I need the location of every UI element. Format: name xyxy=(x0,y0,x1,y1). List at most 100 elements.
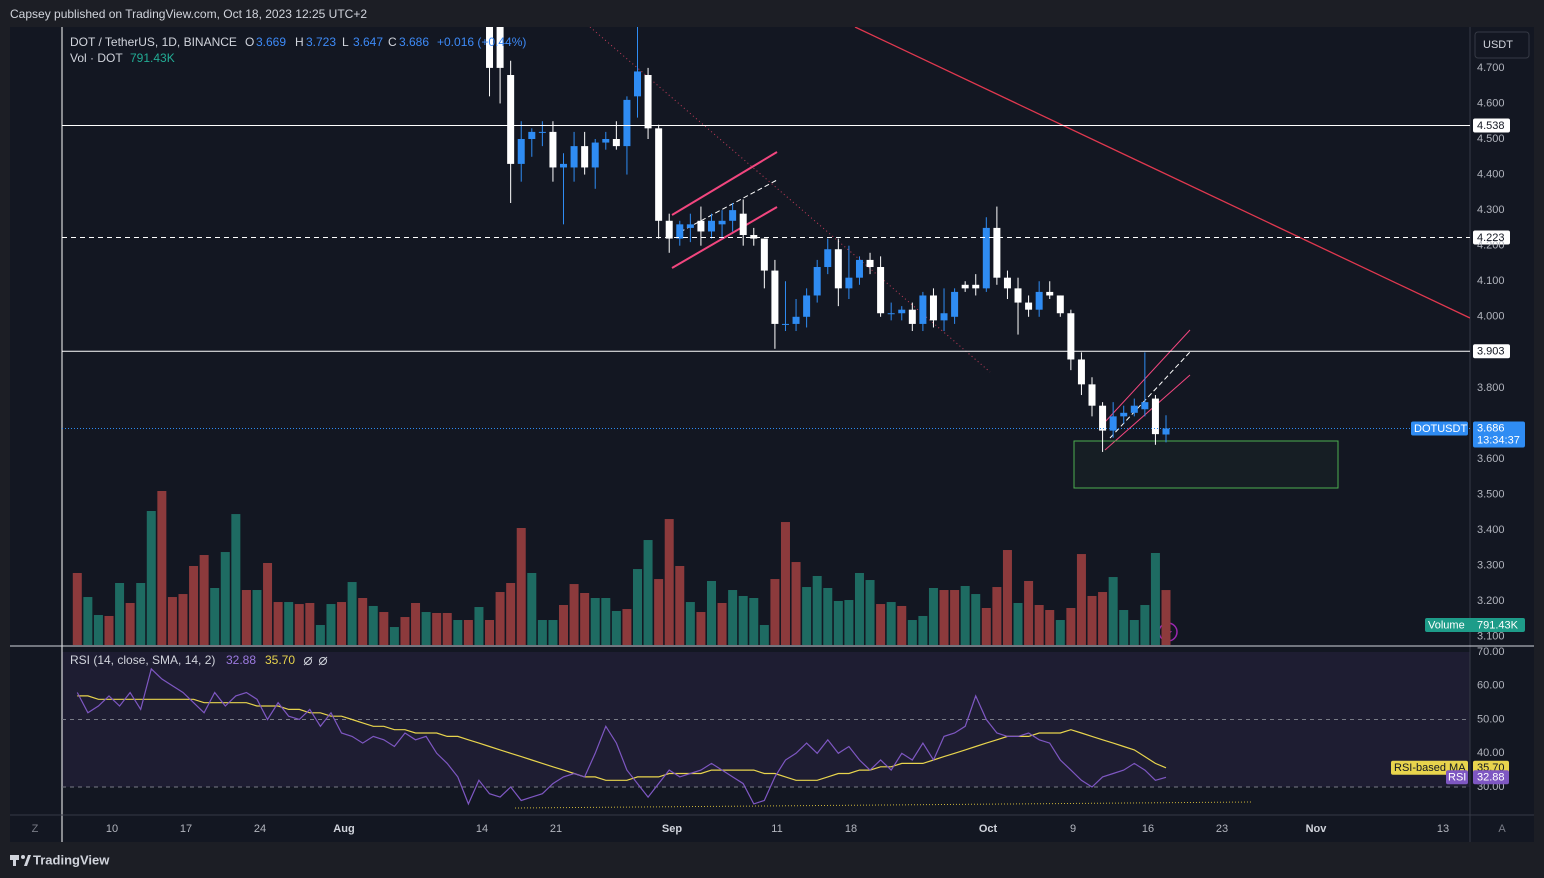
volume-bar xyxy=(664,519,674,645)
y-tick-label: 3.400 xyxy=(1477,524,1505,536)
x-tick-label: Sep xyxy=(662,823,682,835)
ohlc-letter: H xyxy=(295,35,304,49)
volume-bar xyxy=(263,563,273,645)
volume-bar xyxy=(421,612,431,645)
candle-body xyxy=(855,259,863,278)
volume-bar xyxy=(485,620,495,645)
candle-body xyxy=(549,131,557,168)
log-button[interactable]: Z xyxy=(32,823,39,835)
volume-bar xyxy=(823,587,833,645)
rsi-tick-label: 70.00 xyxy=(1477,646,1505,658)
level-label: 3.903 xyxy=(1477,346,1505,358)
y-tick-label: 4.300 xyxy=(1477,204,1505,216)
volume-bar xyxy=(950,590,960,645)
candle-body xyxy=(697,220,705,232)
volume-bar xyxy=(220,552,230,645)
volume-bar xyxy=(601,597,611,645)
volume-bar xyxy=(305,602,315,645)
candle-body xyxy=(686,224,694,228)
volume-bar xyxy=(971,594,981,645)
volume-bar xyxy=(717,602,727,645)
candle-body xyxy=(528,131,536,140)
candle-body xyxy=(877,267,885,314)
candle-body xyxy=(496,27,504,68)
volume-bar xyxy=(770,579,780,645)
volume-bar xyxy=(844,600,854,645)
volume-tag-name: Volume xyxy=(1428,619,1465,631)
price-tag xyxy=(1473,421,1525,448)
candle-body xyxy=(1141,402,1149,410)
rsi-legend-value: 32.88 xyxy=(226,653,256,667)
volume-bar xyxy=(347,582,357,645)
volume-bar xyxy=(749,597,759,645)
ohlc-value: 3.647 xyxy=(353,35,383,49)
volume-bar xyxy=(453,620,463,645)
currency-button-label[interactable]: USDT xyxy=(1483,39,1513,51)
ohlc-letter: O xyxy=(245,35,254,49)
channel-line xyxy=(671,151,778,216)
candle-body xyxy=(1151,398,1159,435)
y-tick-label: 4.700 xyxy=(1477,62,1505,74)
candle-body xyxy=(972,284,980,289)
volume-bar xyxy=(146,510,156,645)
candle-body xyxy=(929,295,937,321)
volume-bar xyxy=(1076,554,1086,645)
channel-line xyxy=(1104,329,1191,423)
volume-bar xyxy=(432,612,442,645)
y-tick-label: 4.000 xyxy=(1477,311,1505,323)
x-tick-label: 21 xyxy=(550,823,562,835)
rsi-legend: RSI (14, close, SMA, 14, 2) xyxy=(70,653,215,667)
candle-body xyxy=(898,309,906,314)
volume-bar xyxy=(812,575,822,645)
price-pane xyxy=(72,27,1171,645)
volume-bar xyxy=(1002,550,1012,645)
candle-body xyxy=(517,139,525,164)
candle-body xyxy=(760,238,768,271)
candle-body xyxy=(507,75,515,164)
rsi-value-bg xyxy=(1473,770,1509,785)
volume-bar xyxy=(83,597,93,645)
x-tick-label: 24 xyxy=(254,823,266,835)
level-tag xyxy=(1473,230,1510,245)
volume-bar xyxy=(463,620,473,645)
currency-button[interactable] xyxy=(1474,31,1530,59)
candle-body xyxy=(665,220,673,239)
volume-bar xyxy=(960,585,970,645)
candle-body xyxy=(750,235,758,239)
x-tick-label: Oct xyxy=(979,823,998,835)
volume-bar xyxy=(1108,577,1118,645)
volume-legend: Vol · DOT xyxy=(70,51,123,65)
x-tick-label: 14 xyxy=(476,823,488,835)
candle-body xyxy=(612,139,620,147)
candle-body xyxy=(1067,313,1075,360)
auto-button[interactable]: A xyxy=(1498,823,1506,835)
candle-body xyxy=(1162,428,1170,435)
volume-bar xyxy=(759,625,769,645)
volume-bar xyxy=(675,565,685,645)
footer-logo: TradingView xyxy=(33,852,110,867)
candle-body xyxy=(771,270,779,324)
candle-body xyxy=(729,210,737,221)
symbol-title: DOT / TetherUS, 1D, BINANCE xyxy=(70,35,237,49)
rsi-tick-label: 40.00 xyxy=(1477,747,1505,759)
candle-body xyxy=(538,131,546,133)
volume-bar xyxy=(833,600,843,645)
header: Capsey published on TradingView.com, Oct… xyxy=(10,7,367,21)
candle-body xyxy=(813,267,821,296)
candle-body xyxy=(887,313,895,315)
candle-body xyxy=(581,146,589,168)
volume-bar xyxy=(178,594,188,645)
volume-bar xyxy=(284,602,294,645)
ohlc-letter: L xyxy=(342,35,349,49)
y-tick-label: 4.500 xyxy=(1477,133,1505,145)
volume-legend-value: 791.43K xyxy=(130,51,175,65)
volume-bar xyxy=(474,607,484,645)
y-tick-label: 3.500 xyxy=(1477,488,1505,500)
volume-bar xyxy=(886,602,896,645)
volume-bar xyxy=(411,602,421,645)
candle-body xyxy=(655,128,663,221)
volume-bar xyxy=(389,627,399,645)
ohlc-value: 3.669 xyxy=(256,35,286,49)
volume-bar xyxy=(548,620,558,645)
candle-body xyxy=(803,295,811,317)
